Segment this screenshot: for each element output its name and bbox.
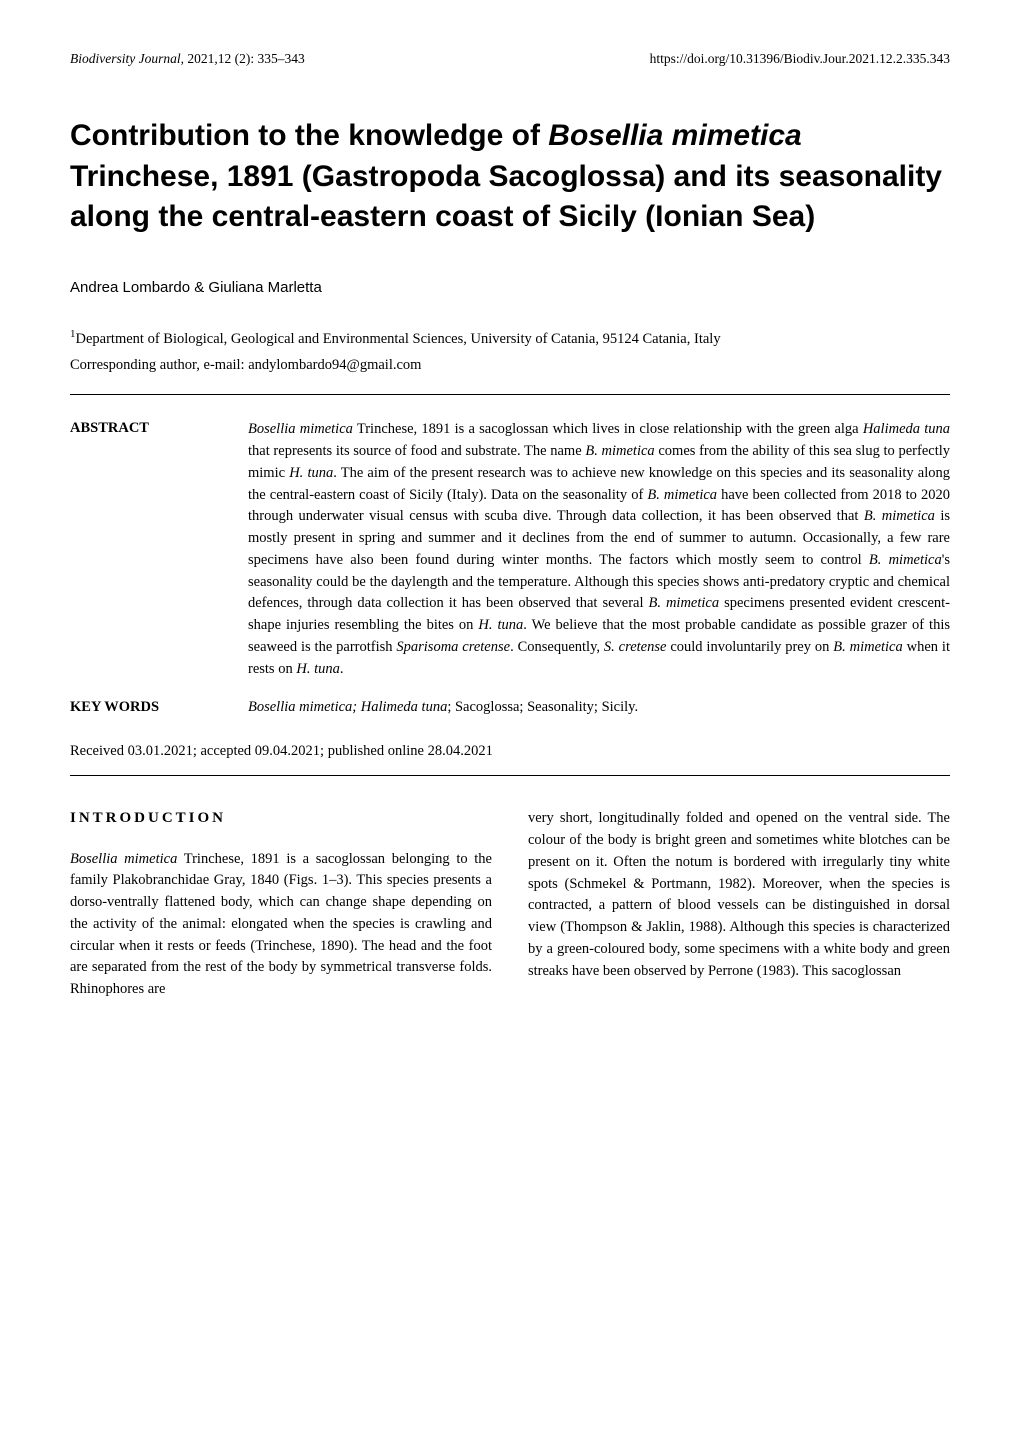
column-right: very short, longitudinally folded and op… xyxy=(528,808,950,1001)
article-title: Contribution to the knowledge of Boselli… xyxy=(70,116,950,238)
doi-link[interactable]: https://doi.org/10.31396/Biodiv.Jour.202… xyxy=(650,50,950,68)
keywords-block: KEY WORDS Bosellia mimetica; Halimeda tu… xyxy=(70,698,950,718)
section-heading-introduction: INTRODUCTION xyxy=(70,808,492,828)
affiliation-text: Department of Biological, Geological and… xyxy=(76,331,721,347)
authors: Andrea Lombardo & Giuliana Marletta xyxy=(70,278,950,298)
column-left: INTRODUCTION Bosellia mimetica Trinchese… xyxy=(70,808,492,1001)
intro-text-col2: very short, longitudinally folded and op… xyxy=(528,808,950,982)
journal-citation: Biodiversity Journal, 2021,12 (2): 335–3… xyxy=(70,50,305,68)
body-columns: INTRODUCTION Bosellia mimetica Trinchese… xyxy=(70,808,950,1001)
article-dates: Received 03.01.2021; accepted 09.04.2021… xyxy=(70,742,950,762)
keywords-text: Bosellia mimetica; Halimeda tuna; Sacogl… xyxy=(248,698,638,718)
keywords-label: KEY WORDS xyxy=(70,698,200,718)
journal-name: Biodiversity Journal xyxy=(70,51,181,66)
abstract-block: ABSTRACT Bosellia mimetica Trinchese, 18… xyxy=(70,419,950,680)
divider xyxy=(70,775,950,776)
corresponding-author: Corresponding author, e-mail: andylombar… xyxy=(70,355,950,377)
intro-text-col1: Bosellia mimetica Trinchese, 1891 is a s… xyxy=(70,849,492,1001)
affiliation: 1Department of Biological, Geological an… xyxy=(70,326,950,351)
abstract-label: ABSTRACT xyxy=(70,419,200,680)
abstract-text: Bosellia mimetica Trinchese, 1891 is a s… xyxy=(248,419,950,680)
page-header: Biodiversity Journal, 2021,12 (2): 335–3… xyxy=(70,50,950,68)
journal-issue: , 2021,12 (2): 335–343 xyxy=(181,51,305,66)
divider xyxy=(70,394,950,395)
